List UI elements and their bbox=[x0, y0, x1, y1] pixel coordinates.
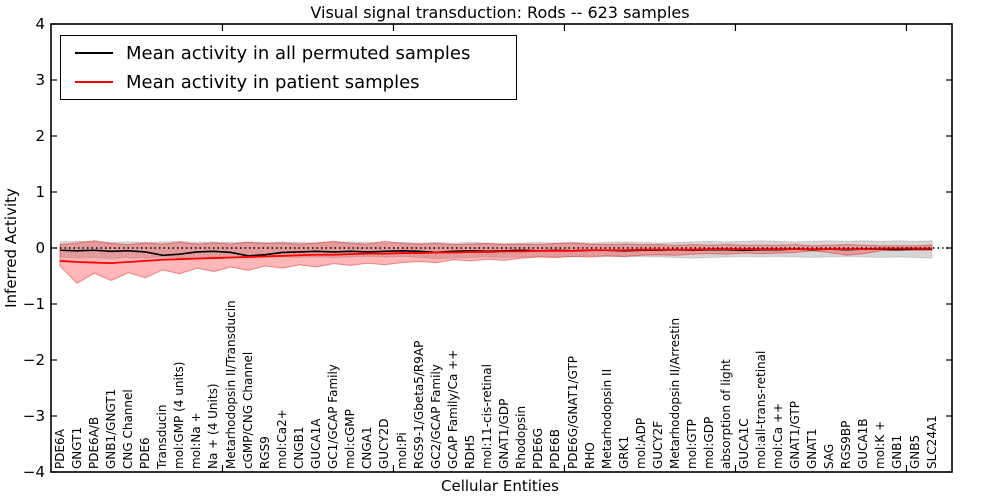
x-tick-label: PDE6G bbox=[531, 428, 546, 469]
x-tick-label: Rhodopsin bbox=[514, 405, 529, 469]
x-tick-label: GRK1 bbox=[616, 435, 631, 469]
x-tick-label: PDE6B bbox=[548, 429, 563, 469]
x-tick-label: mol:11-cis-retinal bbox=[480, 364, 494, 469]
x-tick-label: mol:Na + bbox=[189, 412, 204, 469]
x-tick-label: GC2/GCAP Family bbox=[428, 364, 443, 469]
x-tick-label: Metarhodopsin II bbox=[599, 368, 614, 469]
x-tick-label: mol:GMP (4 units) bbox=[172, 361, 187, 469]
x-tick-label: mol:Ca2+ bbox=[274, 409, 289, 469]
x-tick-label: GCAP Family/Ca ++ bbox=[445, 349, 460, 469]
x-tick-label: GNAT1 bbox=[804, 428, 819, 469]
x-tick-label: RGS9BP bbox=[839, 420, 854, 469]
x-tick-label: GUCA1A bbox=[309, 418, 323, 469]
x-tick-label: GUCA1C bbox=[736, 418, 751, 469]
legend-line-sample-black bbox=[75, 52, 113, 54]
x-tick-label: CNGB1 bbox=[291, 426, 306, 469]
x-tick-label: GUCY2F bbox=[651, 420, 665, 469]
band-patient bbox=[59, 240, 933, 284]
x-tick-label: PDE6G/GNAT1/GTP bbox=[565, 355, 580, 469]
x-tick-label: PDE6A bbox=[52, 429, 67, 469]
x-tick-label: mol:ADP bbox=[633, 417, 648, 469]
x-tick-label: GNAT1/GTP bbox=[787, 401, 802, 469]
x-tick-label: Transducin bbox=[155, 404, 170, 469]
x-tick-label: PDE6A/B bbox=[86, 416, 101, 469]
x-tick-label: Metarhodopsin II/Transducin bbox=[223, 300, 238, 469]
y-tick-label: 2 bbox=[35, 127, 45, 145]
chart-title: Visual signal transduction: Rods -- 623 … bbox=[310, 3, 690, 22]
x-tick-label: GNGT1 bbox=[69, 426, 84, 469]
x-tick-label: RGS9-1/Gbeta5/R9AP bbox=[411, 340, 426, 469]
y-tick-label: 1 bbox=[35, 183, 45, 201]
x-tick-label: CNG Channel bbox=[120, 389, 135, 469]
mean-line-patient bbox=[59, 247, 933, 265]
legend-box: Mean activity in all permuted samples Me… bbox=[60, 35, 517, 100]
x-tick-label: mol:GTP bbox=[685, 419, 700, 469]
x-tick-label: SLC24A1 bbox=[924, 415, 939, 469]
x-tick-label: GNB1/GNGT1 bbox=[103, 388, 118, 469]
legend-line-sample-red bbox=[75, 81, 113, 83]
y-tick-label: −4 bbox=[22, 463, 45, 481]
x-tick-label: absorption of light bbox=[719, 359, 734, 469]
x-tick-label: GNB1 bbox=[890, 434, 905, 469]
x-axis-label: Cellular Entities bbox=[441, 477, 559, 495]
legend-label: Mean activity in patient samples bbox=[126, 71, 420, 93]
x-tick-label: mol:Ca ++ bbox=[770, 402, 785, 469]
y-tick-label: −1 bbox=[22, 295, 45, 313]
x-tick-label: GNAT1/GDP bbox=[497, 398, 512, 469]
x-tick-label: RGS9 bbox=[257, 436, 272, 469]
x-tick-label: GC1/GCAP Family bbox=[326, 364, 341, 469]
x-tick-label: Metarhodopsin II/Arrestin bbox=[668, 317, 683, 469]
y-tick-label: 4 bbox=[35, 15, 45, 33]
legend-label: Mean activity in all permuted samples bbox=[126, 42, 471, 64]
x-tick-label: mol:cGMP bbox=[343, 409, 358, 469]
x-tick-label: PDE6 bbox=[138, 437, 152, 469]
x-tick-label: mol:Pi bbox=[394, 432, 409, 469]
legend-entry-permuted: Mean activity in all permuted samples bbox=[61, 41, 516, 65]
x-tick-label: RDH5 bbox=[462, 434, 477, 469]
x-tick-label: GUCA1B bbox=[856, 418, 871, 469]
x-tick-label: cGMP/CNG Channel bbox=[240, 351, 255, 469]
legend-entry-patient: Mean activity in patient samples bbox=[61, 70, 516, 94]
x-tick-label: RHO bbox=[582, 442, 597, 469]
x-tick-label: mol:all-trans-retinal bbox=[753, 350, 768, 469]
x-tick-label: GNB5 bbox=[907, 434, 922, 469]
y-tick-label: 3 bbox=[35, 71, 45, 89]
x-tick-label: CNGA1 bbox=[360, 426, 375, 470]
x-tick-label: mol:K + bbox=[873, 420, 888, 469]
x-tick-label: GUCY2D bbox=[377, 418, 392, 469]
x-tick-label: mol:GDP bbox=[702, 416, 717, 469]
x-tick-label: Na + (4 Units) bbox=[206, 383, 221, 469]
y-tick-label: −2 bbox=[22, 351, 45, 369]
y-tick-label: −3 bbox=[22, 407, 45, 425]
y-tick-label: 0 bbox=[35, 239, 45, 257]
x-tick-label: SAG bbox=[822, 443, 836, 469]
